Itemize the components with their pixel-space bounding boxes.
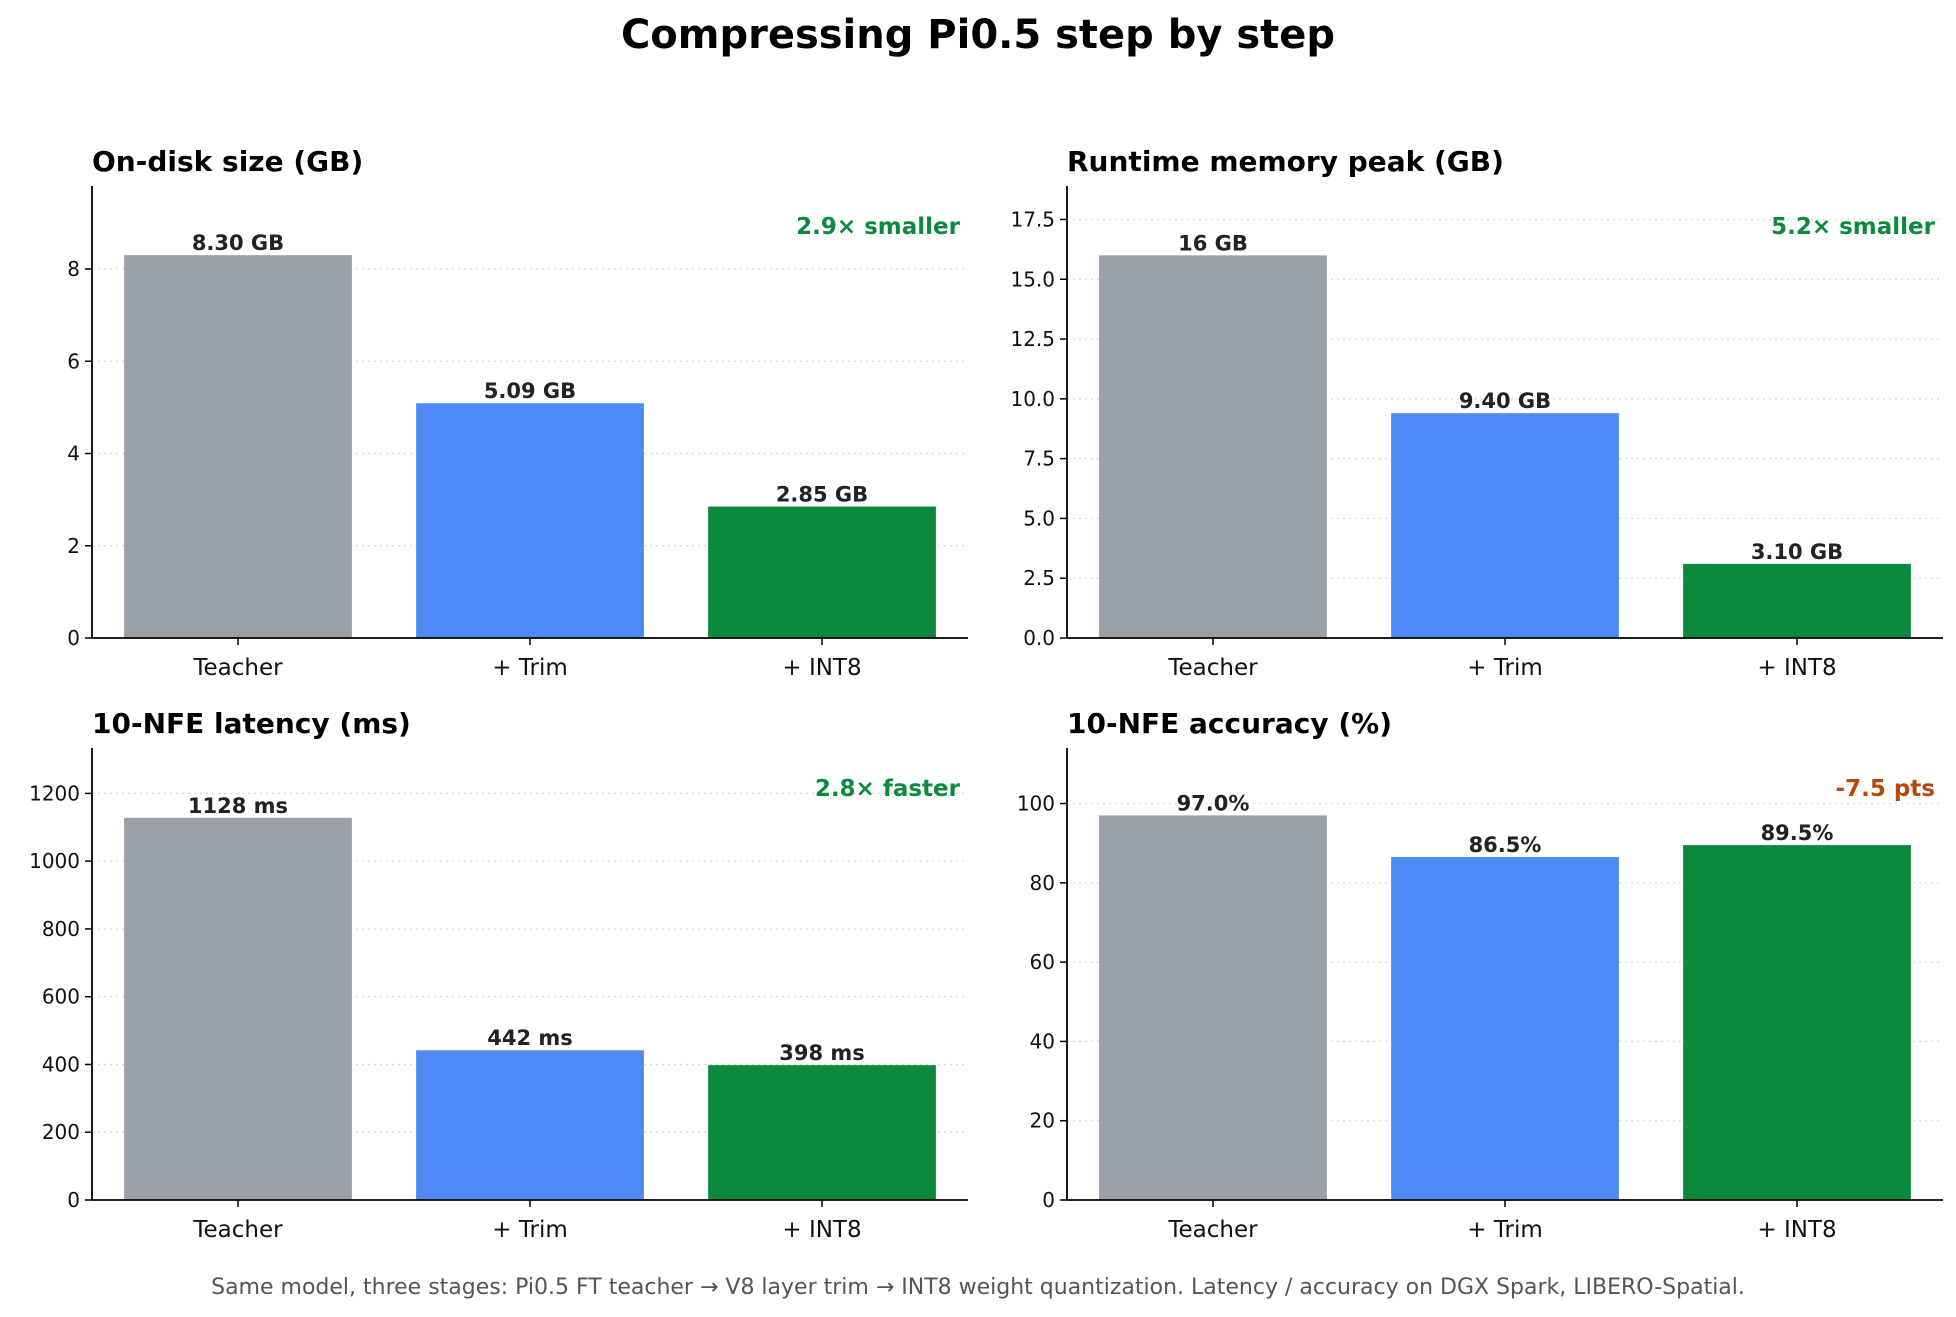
panel-3-10-nfe-latency-ms: 1128 ms 442 ms 398 ms 0 200 400 600 800 1000 1200… (29, 707, 968, 1243)
data-label: 1128 ms (188, 794, 288, 818)
y-tick-label: 8 (67, 257, 80, 281)
annotation-text: 5.2× smaller (1771, 214, 1936, 240)
data-label: 442 ms (487, 1026, 573, 1050)
x-tick-label: + INT8 (782, 1217, 861, 1243)
figure-title: Compressing Pi0.5 step by step (620, 12, 1336, 58)
data-label: 97.0% (1177, 791, 1250, 815)
y-tick-label: 4 (67, 442, 80, 466)
x-tick-label: Teacher (1167, 655, 1258, 681)
x-tick-label: + Trim (1467, 1217, 1543, 1243)
y-tick-label: 2.5 (1023, 566, 1055, 590)
data-label: 86.5% (1469, 833, 1542, 857)
panel-title: 10-NFE latency (ms) (92, 707, 411, 740)
data-label: 89.5% (1761, 821, 1834, 845)
data-label: 16 GB (1178, 231, 1248, 255)
y-tick-label: 7.5 (1023, 447, 1055, 471)
y-tick-label: 800 (42, 917, 80, 941)
panel-title: Runtime memory peak (GB) (1067, 145, 1504, 178)
annotation-text: 2.9× smaller (796, 214, 961, 240)
data-label: 8.30 GB (192, 231, 284, 255)
y-tick-label: 600 (42, 985, 80, 1009)
panel-title: 10-NFE accuracy (%) (1067, 707, 1392, 740)
y-tick-label: 40 (1030, 1029, 1055, 1053)
y-tick-label: 2 (67, 534, 80, 558)
x-tick-label: + INT8 (782, 655, 861, 681)
bar-int8 (708, 1065, 936, 1200)
bar-teacher (1099, 255, 1327, 638)
y-tick-label: 100 (1017, 792, 1055, 816)
bar-trim (416, 1050, 644, 1200)
annotation-text: 2.8× faster (815, 776, 961, 802)
x-tick-label: + Trim (492, 655, 568, 681)
y-tick-label: 400 (42, 1052, 80, 1076)
bar-int8 (1683, 845, 1911, 1200)
bar-int8 (708, 506, 936, 638)
data-label: 3.10 GB (1751, 540, 1843, 564)
y-tick-label: 5.0 (1023, 506, 1055, 530)
panel-1-on-disk-size-gb: 8.30 GB 5.09 GB 2.85 GB 0 2 4 6 8 Teacher + Trim +… (67, 145, 968, 681)
figure-footnote: Same model, three stages: Pi0.5 FT teach… (211, 1275, 1745, 1300)
y-tick-label: 0 (1042, 1188, 1055, 1212)
data-label: 2.85 GB (776, 483, 868, 507)
y-tick-label: 200 (42, 1120, 80, 1144)
bar-teacher (1099, 815, 1327, 1200)
x-tick-label: + INT8 (1757, 655, 1836, 681)
data-label: 5.09 GB (484, 379, 576, 403)
bar-trim (1391, 413, 1619, 638)
panel-title: On-disk size (GB) (92, 145, 363, 178)
panel-4-10-nfe-accuracy: 97.0% 86.5% 89.5% 0 20 40 60 80 100 Teacher + Trim… (1017, 707, 1943, 1243)
y-tick-label: 15.0 (1010, 267, 1055, 291)
x-tick-label: Teacher (192, 655, 283, 681)
y-tick-label: 0 (67, 1188, 80, 1212)
x-tick-label: Teacher (1167, 1217, 1258, 1243)
bar-trim (1391, 857, 1619, 1200)
bar-int8 (1683, 563, 1911, 638)
x-tick-label: + Trim (1467, 655, 1543, 681)
y-tick-label: 6 (67, 349, 80, 373)
data-label: 9.40 GB (1459, 389, 1551, 413)
y-tick-label: 0 (67, 626, 80, 650)
x-tick-label: + Trim (492, 1217, 568, 1243)
bar-teacher (124, 817, 352, 1200)
bar-teacher (124, 255, 352, 639)
panel-2-runtime-memory-peak-gb: 16 GB 9.40 GB 3.10 GB 0.0 2.5 5.0 7.5 10.0 12.5 1… (1010, 145, 1943, 681)
y-tick-label: 0.0 (1023, 626, 1055, 650)
y-tick-label: 12.5 (1010, 327, 1055, 351)
y-tick-label: 1200 (29, 781, 80, 805)
x-tick-label: + INT8 (1757, 1217, 1836, 1243)
data-label: 398 ms (779, 1041, 865, 1065)
y-tick-label: 1000 (29, 849, 80, 873)
y-tick-label: 17.5 (1010, 207, 1055, 231)
y-tick-label: 60 (1030, 950, 1055, 974)
y-tick-label: 10.0 (1010, 387, 1055, 411)
y-tick-label: 80 (1030, 871, 1055, 895)
bar-trim (416, 403, 644, 638)
annotation-text: -7.5 pts (1836, 776, 1935, 802)
y-tick-label: 20 (1030, 1109, 1055, 1133)
x-tick-label: Teacher (192, 1217, 283, 1243)
